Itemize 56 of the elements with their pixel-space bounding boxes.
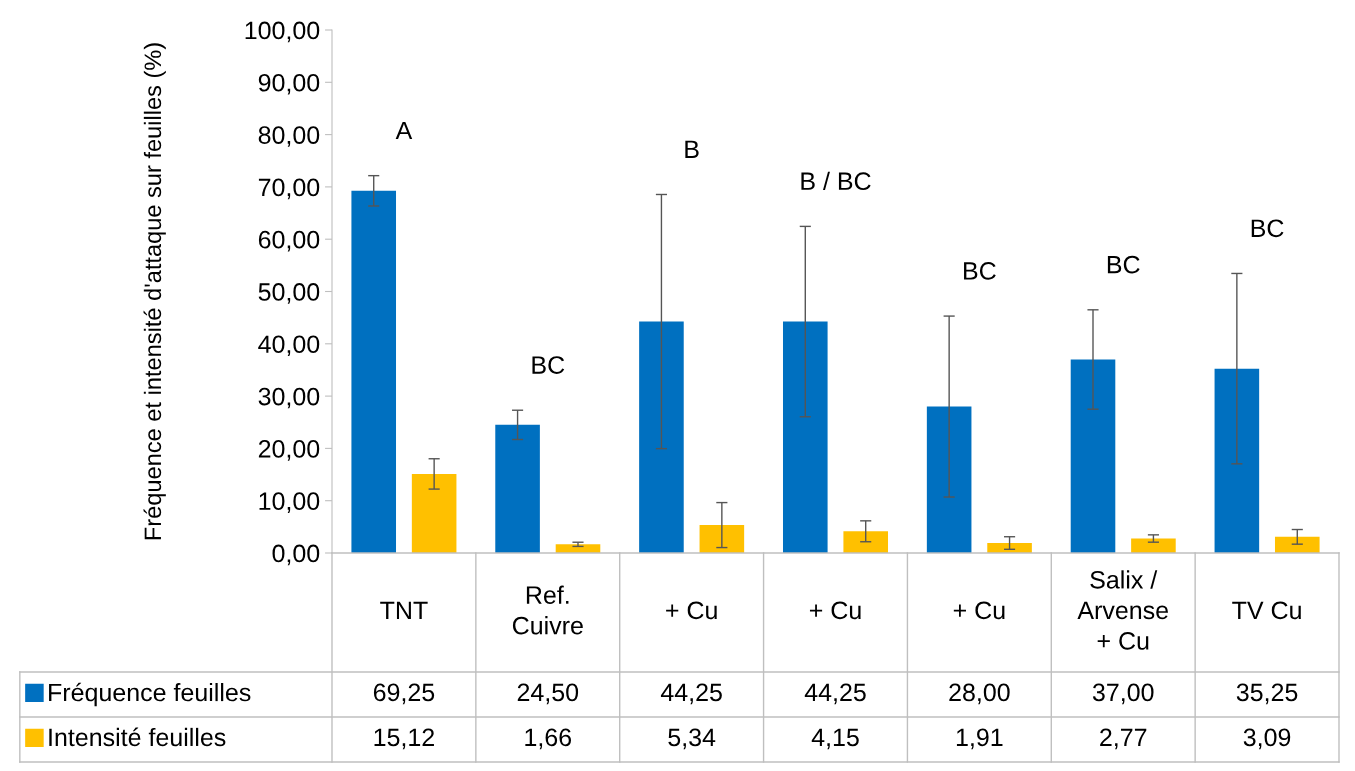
bar	[1274, 536, 1320, 553]
x-tick-label: Ref. Cuivre	[512, 585, 583, 635]
y-tick-label: 30,00	[258, 387, 320, 409]
bar	[495, 424, 540, 553]
annotation: B / BC	[801, 171, 871, 191]
x-tick-label: Salix / Arvense + Cu	[1077, 570, 1168, 650]
data-label: 4,15	[811, 728, 859, 750]
y-tick-label: 80,00	[258, 126, 320, 147]
data-label: 24,50	[517, 683, 579, 705]
legend-label: Intensité feuilles	[49, 727, 226, 747]
annotation: B	[685, 140, 699, 158]
data-label: 15,12	[374, 728, 434, 750]
bar	[782, 321, 828, 553]
y-tick-label: 10,00	[259, 492, 320, 513]
y-tick-label: 100,00	[245, 21, 320, 43]
annotation: BC	[1251, 219, 1284, 238]
x-tick-label: TNT	[380, 601, 428, 619]
data-label: 5,34	[668, 728, 716, 750]
bar	[555, 544, 601, 553]
data-label: 37,00	[1092, 683, 1154, 705]
data-label: 3,09	[1243, 728, 1291, 750]
data-label: 44,25	[804, 683, 866, 705]
y-axis-title: Fréquence et intensité d'attaque sur feuilles (%)	[143, 43, 166, 540]
bar	[1131, 538, 1176, 553]
x-tick-label: + Cu	[666, 601, 717, 620]
annotation: A	[395, 121, 413, 140]
bar	[639, 321, 684, 553]
data-label: 44,25	[660, 683, 722, 705]
x-tick-label: + Cu	[953, 601, 1005, 620]
bar	[987, 543, 1032, 553]
y-tick-label: 70,00	[258, 178, 320, 200]
bar	[411, 473, 457, 553]
y-tick-label: 50,00	[258, 283, 320, 304]
data-label: 35,25	[1236, 683, 1298, 705]
annotation: BC	[532, 356, 565, 374]
bar	[351, 190, 397, 553]
y-tick-label: 90,00	[258, 73, 320, 95]
y-tick-label: 0,00	[272, 544, 320, 566]
data-label: 1,91	[956, 728, 1003, 750]
data-label: 2,77	[1100, 728, 1147, 750]
data-label: 1,66	[525, 728, 572, 750]
annotation: BC	[964, 262, 996, 280]
bar	[926, 406, 972, 553]
bar	[699, 525, 745, 553]
annotation: BC	[1107, 255, 1140, 274]
y-tick-label: 20,00	[258, 440, 320, 461]
bar	[843, 531, 889, 553]
bar	[1070, 359, 1116, 553]
y-tick-label: 60,00	[258, 230, 320, 252]
x-tick-label: TV Cu	[1232, 601, 1301, 620]
data-label: 28,00	[949, 683, 1010, 705]
data-label: 69,25	[373, 683, 435, 705]
y-tick-label: 40,00	[258, 335, 320, 357]
bar	[1214, 368, 1260, 553]
x-tick-label: + Cu	[809, 601, 861, 620]
legend-label: Fréquence feuilles	[49, 682, 251, 707]
